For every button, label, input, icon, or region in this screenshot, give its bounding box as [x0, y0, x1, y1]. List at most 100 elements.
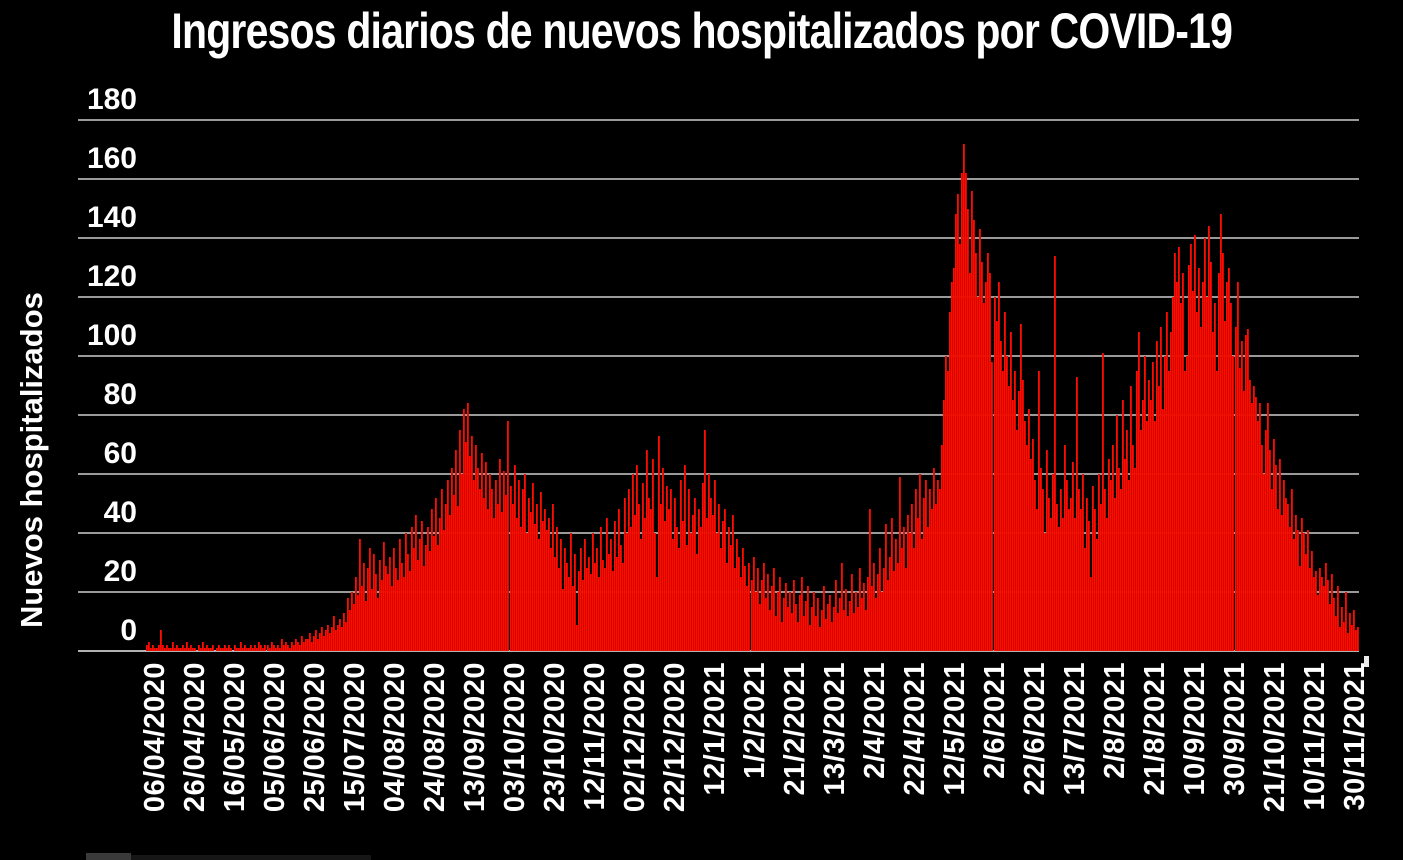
bar — [1240, 341, 1243, 652]
bar — [700, 527, 703, 651]
bar — [1286, 503, 1289, 651]
bar — [1292, 538, 1295, 651]
bar — [754, 592, 757, 651]
bar — [1228, 267, 1231, 651]
bar — [427, 527, 430, 651]
bar — [720, 547, 723, 652]
y-tick-label-20: 20 — [103, 555, 137, 588]
bar — [501, 512, 504, 652]
bar — [1355, 630, 1357, 652]
bar — [180, 648, 183, 651]
bar — [1198, 267, 1201, 651]
y-tick-label-160: 160 — [86, 142, 137, 175]
bar — [1170, 332, 1173, 651]
bar — [204, 648, 207, 651]
bar — [531, 482, 534, 652]
bar — [194, 648, 197, 651]
bar — [1246, 329, 1249, 651]
bar — [1242, 391, 1245, 651]
bar — [515, 518, 518, 652]
bar — [1174, 252, 1177, 652]
bar — [1210, 261, 1213, 651]
bar — [1338, 627, 1341, 651]
bar — [734, 568, 737, 651]
bar — [401, 562, 404, 651]
bar — [585, 568, 588, 651]
bar — [1272, 438, 1275, 651]
bar — [1051, 474, 1054, 651]
bar — [152, 645, 155, 651]
bar — [597, 577, 600, 652]
bar — [1248, 379, 1251, 651]
bar — [413, 547, 416, 652]
bar — [276, 645, 279, 651]
bar — [911, 503, 914, 651]
bar — [290, 642, 293, 651]
bar — [1180, 302, 1183, 651]
bar — [1053, 255, 1056, 651]
bar — [437, 544, 440, 651]
bar — [893, 571, 896, 652]
bar — [1244, 335, 1247, 651]
bar — [1200, 326, 1203, 651]
bar — [356, 595, 359, 652]
bar — [471, 435, 474, 651]
bar — [871, 586, 873, 651]
bar — [764, 597, 767, 651]
bar — [270, 642, 273, 651]
bar — [569, 533, 572, 651]
bar — [1128, 479, 1131, 651]
x-tick-label: 24/08/2020 — [419, 662, 451, 813]
bar — [431, 509, 434, 651]
bar — [411, 527, 414, 651]
y-tick-label-120: 120 — [86, 260, 137, 293]
bar — [559, 538, 562, 651]
bar — [969, 273, 972, 651]
bar — [736, 538, 739, 651]
bar — [933, 468, 936, 651]
bar — [1043, 533, 1046, 651]
bar — [354, 577, 357, 652]
bar — [696, 553, 699, 651]
bar — [573, 553, 576, 651]
x-tick-label: 13/7/2021 — [1059, 662, 1091, 796]
bar — [1218, 273, 1221, 651]
bar — [1332, 597, 1335, 651]
bar — [957, 193, 960, 652]
bar — [943, 400, 946, 652]
bar — [1136, 370, 1139, 652]
bar — [1107, 459, 1110, 652]
bar — [557, 568, 560, 651]
bar — [583, 538, 586, 651]
bar — [228, 645, 231, 651]
bar — [724, 509, 727, 651]
bar — [603, 568, 606, 651]
bar — [230, 648, 233, 651]
bar — [676, 527, 679, 651]
bar — [374, 574, 377, 651]
bar — [826, 603, 829, 651]
bar — [1079, 509, 1082, 651]
x-tick-label: 03/10/2020 — [499, 662, 531, 813]
bar — [1348, 612, 1351, 651]
bar — [202, 642, 205, 651]
bar — [792, 580, 795, 651]
bar — [1216, 370, 1219, 652]
bar — [879, 547, 882, 652]
bar — [846, 615, 849, 651]
bar — [1206, 297, 1209, 651]
bar — [525, 533, 528, 651]
bar — [668, 509, 671, 651]
bar — [1027, 409, 1030, 651]
bar — [260, 645, 263, 651]
bar — [875, 597, 877, 651]
bar — [955, 214, 958, 651]
bar — [1093, 509, 1096, 651]
x-tick-label: 21/8/2021 — [1139, 662, 1171, 796]
bar — [967, 208, 970, 651]
bar — [461, 474, 464, 651]
bar — [1320, 577, 1323, 652]
bar — [589, 574, 592, 651]
bar — [959, 243, 962, 651]
bar — [308, 633, 311, 651]
